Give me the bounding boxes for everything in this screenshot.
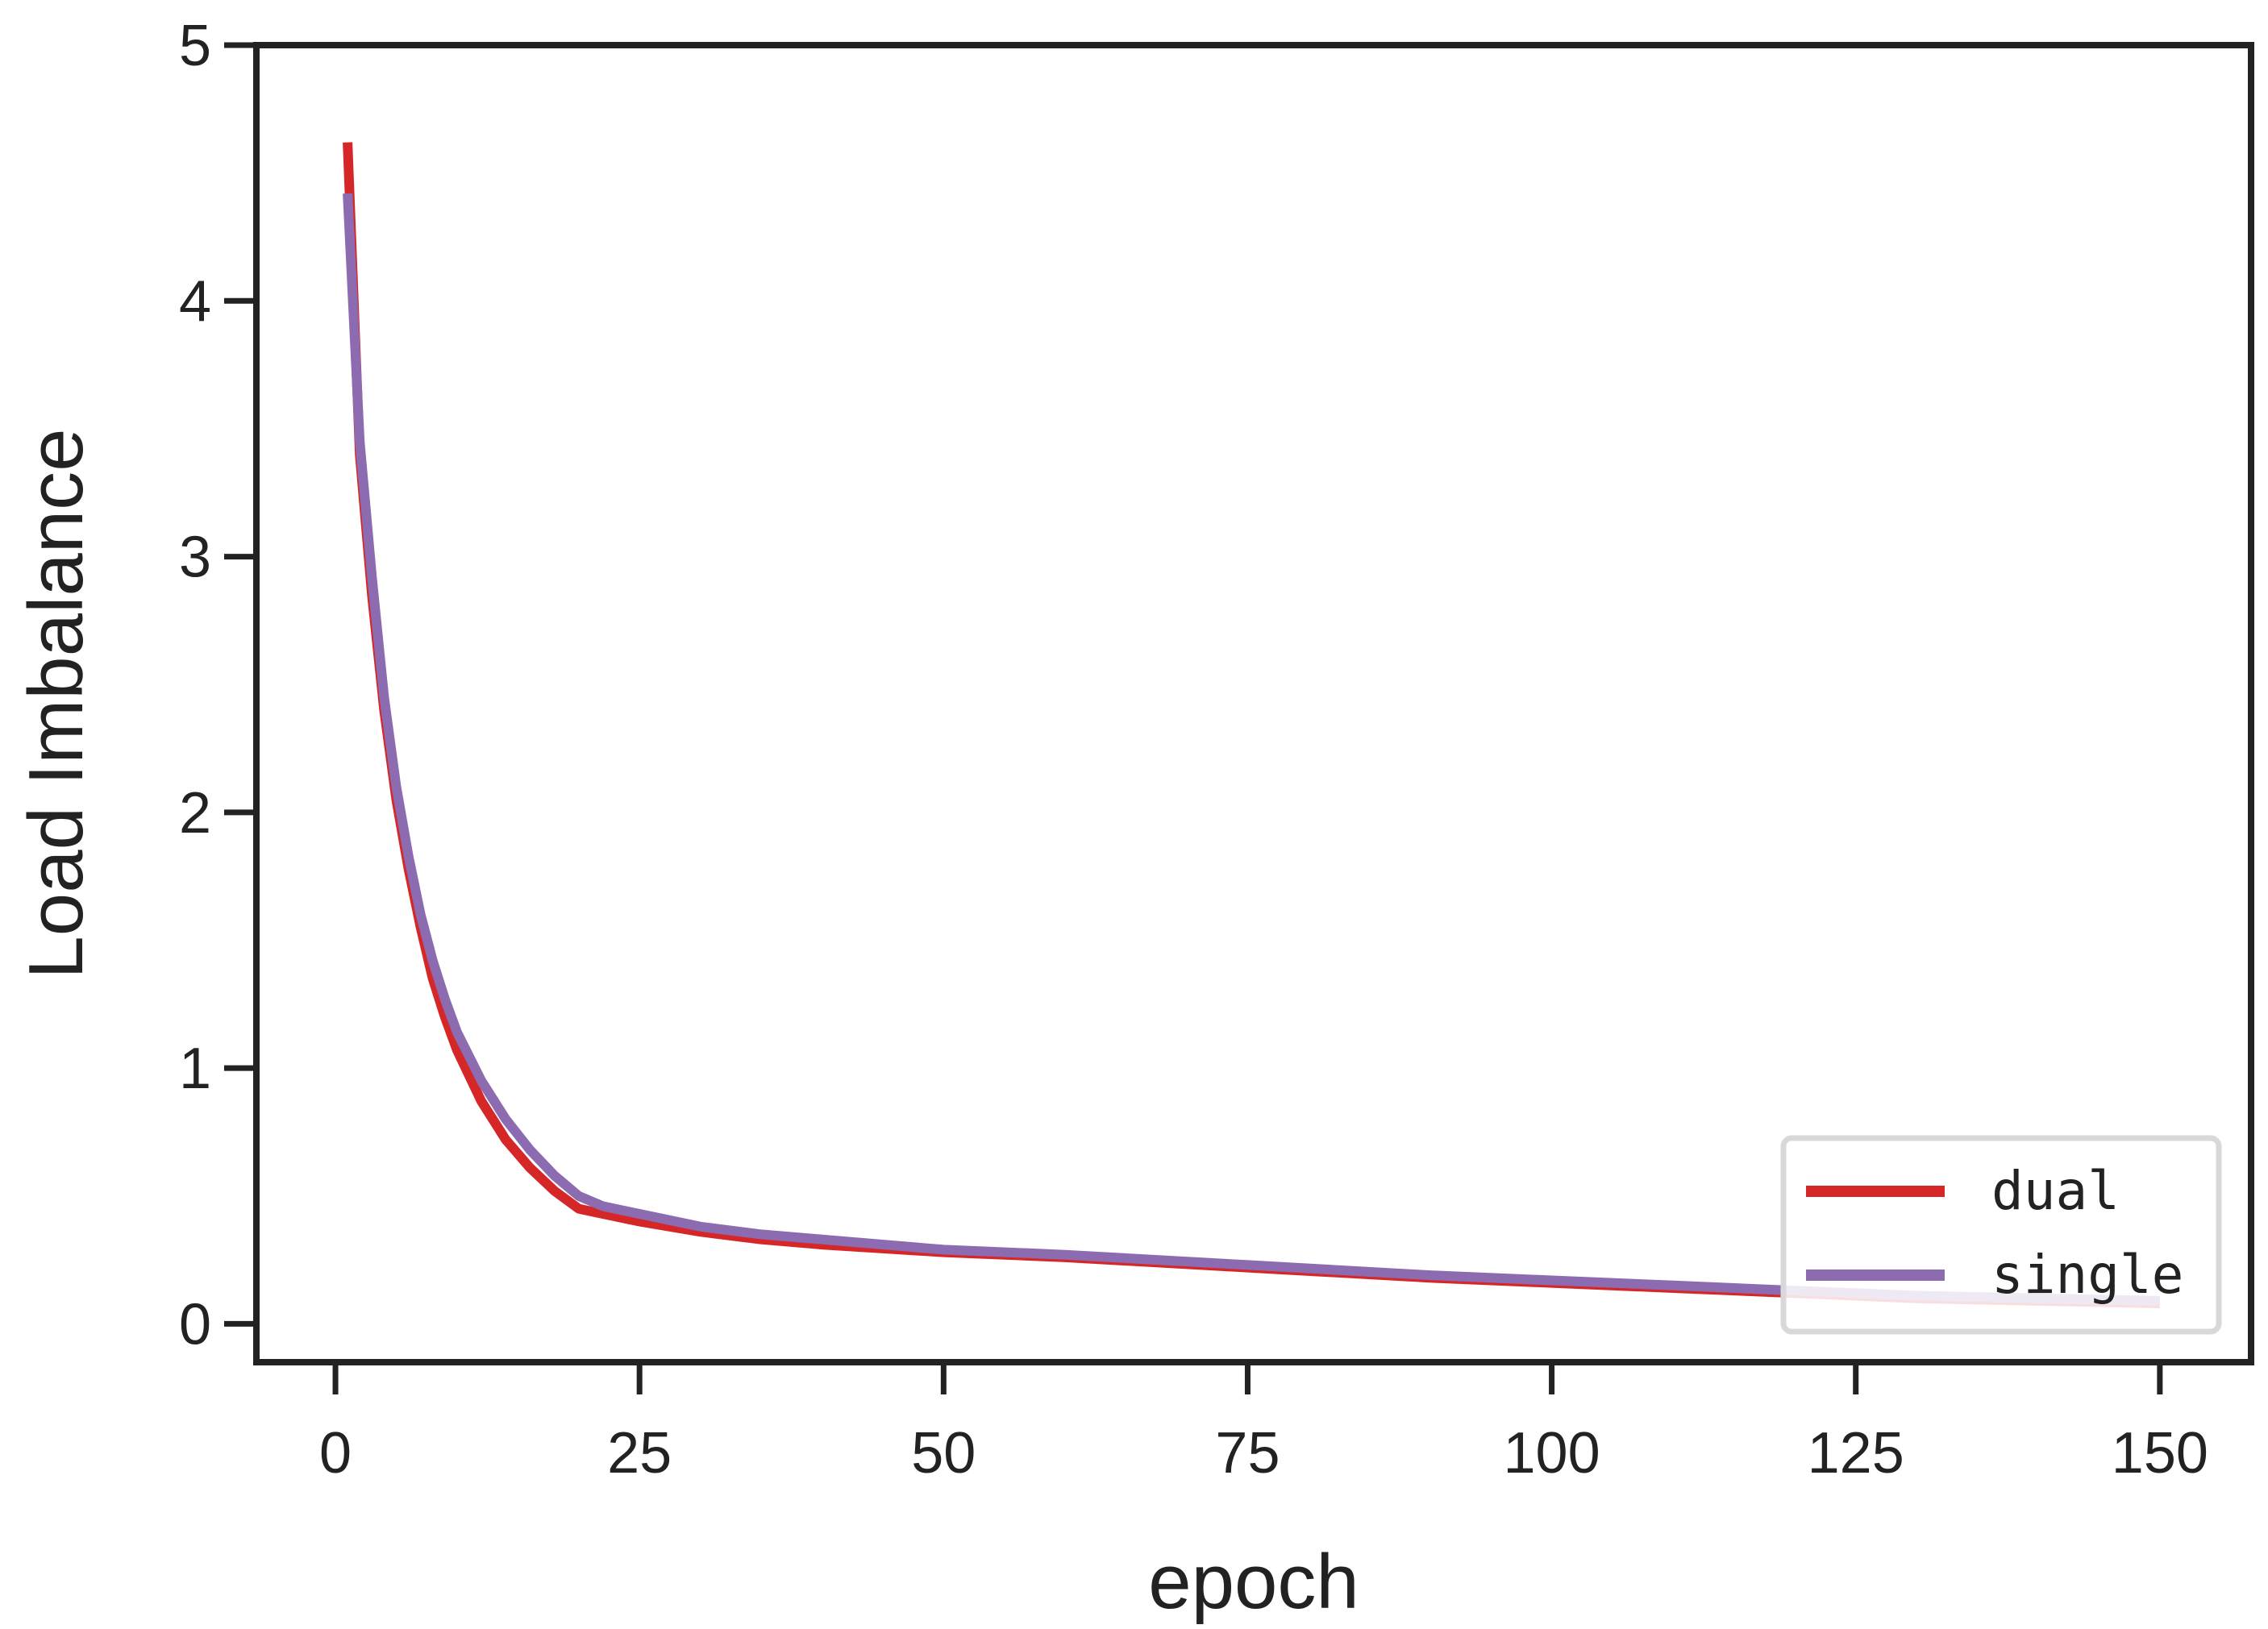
- x-tick-label: 125: [1808, 1421, 1904, 1486]
- x-tick-label: 25: [607, 1421, 672, 1486]
- series-line-single: [343, 193, 2161, 1306]
- x-tick-label: 75: [1215, 1421, 1280, 1486]
- series-lines: [343, 142, 2161, 1308]
- x-axis-ticks: 0 25 50 75 100 125 150: [319, 1362, 2208, 1486]
- legend-label-single: single: [1991, 1244, 2183, 1306]
- legend-label-dual: dual: [1991, 1160, 2120, 1222]
- legend: dual single: [1780, 1135, 2222, 1335]
- y-tick-label: 4: [179, 269, 211, 334]
- y-tick-label: 5: [179, 14, 211, 78]
- y-tick-label: 2: [179, 781, 211, 846]
- x-tick-label: 0: [319, 1421, 352, 1486]
- y-axis-ticks: 0 1 2 3 4 5: [179, 14, 256, 1357]
- y-tick-label: 3: [179, 526, 211, 590]
- plot-frame: [253, 42, 2254, 1365]
- x-tick-label: 50: [911, 1421, 976, 1486]
- y-axis-title: Load Imbalance: [13, 428, 99, 979]
- x-axis-title: epoch: [1148, 1539, 1359, 1625]
- x-tick-label: 100: [1504, 1421, 1600, 1486]
- y-tick-label: 0: [179, 1292, 211, 1357]
- series-line-dual: [343, 142, 2161, 1308]
- x-tick-label: 150: [2112, 1421, 2208, 1486]
- y-tick-label: 1: [179, 1037, 211, 1101]
